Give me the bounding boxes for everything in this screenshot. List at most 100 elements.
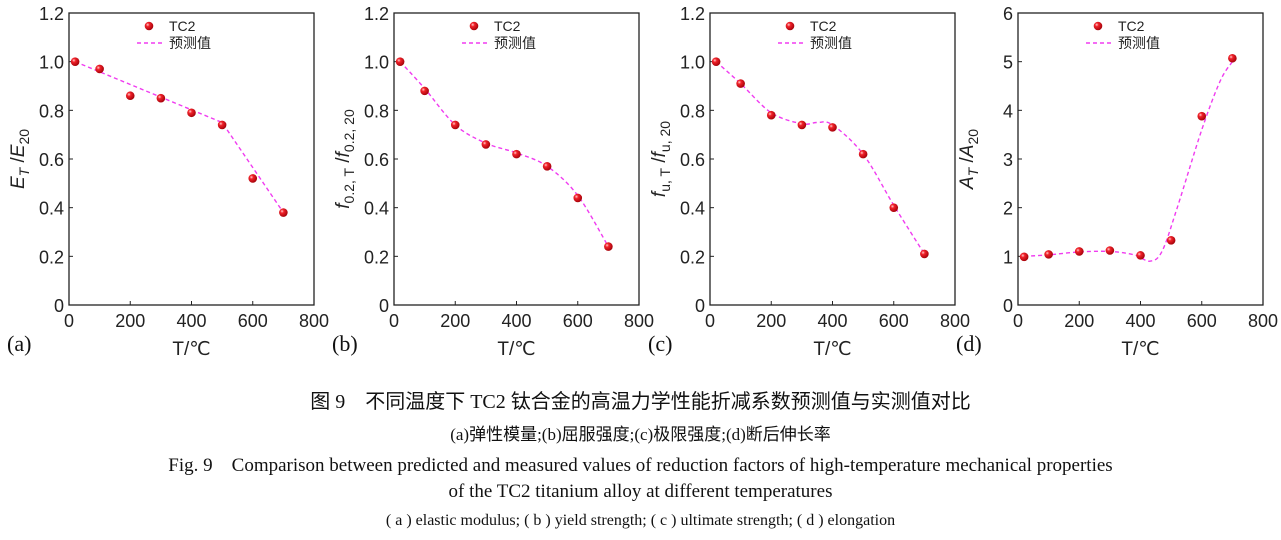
y-axis-label: fu, T /fu, 20 — [649, 121, 673, 197]
y-tick-label: 0 — [1003, 296, 1013, 316]
y-tick-label: 6 — [1003, 4, 1013, 24]
measured-point — [512, 149, 521, 159]
measured-point — [217, 120, 227, 130]
measured-point — [889, 203, 899, 212]
caption-zh-subtitle: (a)弹性模量;(b)屈服强度;(c)极限强度;(d)断后伸长率 — [450, 425, 831, 444]
caption-zh-title: 图 9 不同温度下 TC2 钛合金的高温力学性能折减系数预测值与实测值对比 — [310, 391, 971, 413]
x-axis-label: T/℃ — [497, 339, 535, 360]
y-label-main: E — [8, 176, 29, 189]
x-tick-label: 800 — [1248, 311, 1278, 331]
y-tick-label: 1 — [1003, 247, 1013, 267]
y-tick-label: 3 — [1003, 150, 1013, 170]
y-tick-label: 1.2 — [364, 4, 389, 24]
x-tick-label: 0 — [64, 311, 74, 331]
measured-point — [1074, 247, 1084, 256]
measured-point — [481, 140, 491, 149]
y-tick-label: 0.2 — [39, 247, 64, 267]
y-label-main2: A — [957, 145, 978, 159]
measured-point — [248, 174, 258, 183]
x-axis-label: T/℃ — [172, 339, 210, 360]
y-tick-label: 0.2 — [680, 247, 705, 267]
panel-label: (d) — [956, 331, 982, 356]
y-label-sep: / — [957, 157, 978, 168]
y-tick-label: 0.8 — [364, 101, 389, 121]
x-axis-label: T/℃ — [813, 339, 851, 360]
x-tick-label: 400 — [1125, 311, 1155, 331]
measured-point — [187, 108, 196, 118]
predicted-line — [1024, 61, 1233, 262]
y-label-sub2: 0.2, 20 — [341, 109, 357, 152]
measured-point — [450, 120, 460, 130]
x-tick-label: 800 — [299, 311, 329, 331]
y-tick-label: 0.2 — [364, 247, 389, 267]
x-tick-label: 400 — [176, 311, 206, 331]
y-label-sep: / — [8, 157, 29, 168]
y-label-main: A — [957, 176, 978, 190]
y-tick-label: 0.6 — [39, 150, 64, 170]
measured-point — [420, 86, 429, 96]
measured-point — [70, 57, 80, 66]
x-tick-label: 0 — [389, 311, 399, 331]
y-label-sub2: 20 — [965, 129, 981, 145]
x-tick-label: 200 — [115, 311, 145, 331]
y-tick-label: 0.8 — [680, 101, 705, 121]
legend-marker-icon — [144, 21, 154, 31]
y-axis-label: f0.2, T /f0.2, 20 — [333, 109, 357, 209]
x-tick-label: 600 — [1187, 311, 1217, 331]
x-tick-label: 800 — [624, 311, 654, 331]
x-tick-label: 200 — [1064, 311, 1094, 331]
x-tick-label: 600 — [879, 311, 909, 331]
measured-point — [604, 242, 613, 251]
measured-point — [1166, 235, 1176, 245]
legend-label-measured: TC2 — [494, 18, 521, 34]
x-tick-label: 400 — [817, 311, 847, 331]
panel-label: (a) — [7, 331, 31, 356]
legend-marker-icon — [1093, 21, 1103, 31]
y-tick-label: 0.4 — [364, 199, 389, 219]
measured-point — [125, 91, 135, 101]
x-tick-label: 600 — [563, 311, 593, 331]
measured-point — [736, 79, 745, 88]
measured-point — [573, 193, 583, 203]
measured-point — [156, 93, 166, 103]
y-label-sub2: 20 — [16, 129, 32, 145]
y-tick-label: 0.6 — [680, 150, 705, 170]
measured-point — [766, 110, 776, 120]
y-axis-label: AT /A20 — [957, 129, 981, 190]
plot-frame — [393, 12, 640, 306]
legend-label-measured: TC2 — [1118, 18, 1145, 34]
measured-point — [1197, 111, 1207, 121]
y-label-main: f — [333, 202, 354, 209]
predicted-line — [399, 61, 609, 247]
y-label-sub: u, T — [657, 167, 673, 191]
measured-point — [1019, 252, 1029, 262]
y-tick-label: 0 — [695, 296, 705, 316]
x-tick-label: 600 — [238, 311, 268, 331]
y-label-sub: 0.2, T — [341, 167, 357, 203]
x-tick-label: 800 — [940, 311, 970, 331]
chart-panel-c: 0 200 400 600 80000.20.40.60.81.01.2T/℃(c)fu… — [648, 4, 970, 360]
plot-frame — [68, 12, 315, 306]
measured-point — [858, 149, 868, 159]
chart-panel-b: 0 200 400 600 80000.20.40.60.81.01.2T/℃(b)f0… — [332, 4, 654, 360]
chart-panel-a: 0 200 400 600 80000.20.40.60.81.01.2T/℃(a)ET… — [7, 4, 329, 360]
caption-en-subtitle: ( a ) elastic modulus; ( b ) yield stren… — [385, 512, 896, 529]
measured-point — [711, 57, 721, 66]
y-label-sub: T — [965, 166, 981, 176]
y-tick-label: 2 — [1003, 199, 1013, 219]
measured-point — [1136, 251, 1145, 260]
x-tick-label: 200 — [440, 311, 470, 331]
y-label-sep: / — [649, 157, 670, 168]
y-label-main: f — [649, 190, 670, 197]
x-tick-label: 200 — [756, 311, 786, 331]
x-tick-label: 0 — [1013, 311, 1023, 331]
measured-point — [1044, 250, 1053, 259]
caption-en-title-line1: Fig. 9 Comparison between predicted and … — [168, 455, 1113, 476]
x-tick-label: 0 — [705, 311, 715, 331]
measured-point — [828, 123, 837, 132]
y-tick-label: 1.2 — [680, 4, 705, 24]
y-label-main2: E — [8, 144, 29, 157]
legend-marker-icon — [785, 21, 795, 31]
plot-frame — [1017, 12, 1264, 306]
